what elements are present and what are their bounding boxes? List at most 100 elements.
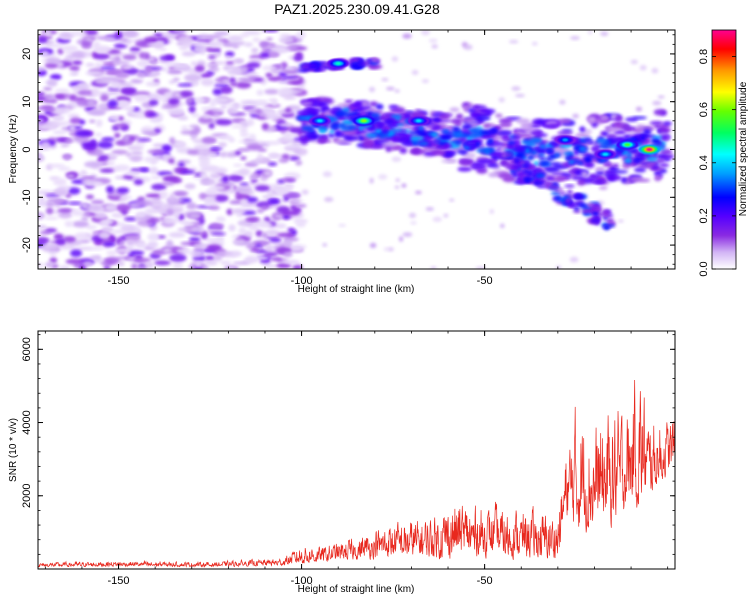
snr-y-axis: 2000 4000 6000 <box>21 334 675 570</box>
heatmap-blob <box>480 108 496 114</box>
heatmap-blob <box>261 123 269 130</box>
heatmap-blob <box>70 51 85 59</box>
heatmap-blob <box>321 134 329 141</box>
heatmap-blob <box>617 219 624 223</box>
heatmap-blob <box>88 247 104 251</box>
heatmap-blob <box>58 211 73 219</box>
heatmap-blob <box>513 157 520 163</box>
heatmap-blob <box>283 132 292 139</box>
heatmap-blob <box>624 158 632 164</box>
heatmap-blob <box>159 217 166 221</box>
heatmap-blob <box>248 133 256 140</box>
heatmap-blob <box>200 78 215 87</box>
heatmap-blob <box>423 147 436 152</box>
heatmap-blob <box>178 45 189 51</box>
heatmap-blob <box>443 213 449 218</box>
heatmap-blob <box>543 166 560 173</box>
heatmap-blob <box>168 158 175 164</box>
heatmap-blob <box>265 141 281 145</box>
heatmap-blob <box>184 73 202 82</box>
heatmap-blob <box>226 104 242 108</box>
heatmap-blob <box>468 107 476 114</box>
heatmap-blob <box>278 122 293 127</box>
heatmap-peak <box>316 119 323 123</box>
heatmap-blob <box>605 133 617 140</box>
colorbar: 0.0 0.2 0.4 0.6 0.8 Normalized spectral ampl… <box>698 29 749 277</box>
heatmap-blob <box>646 156 658 161</box>
heatmap-blob <box>177 115 189 121</box>
colorbar-ticks: 0.0 0.2 0.4 0.6 0.8 <box>698 49 736 277</box>
heatmap-blob <box>440 134 452 141</box>
y-tick-label: 10 <box>21 96 33 108</box>
heatmap-blob <box>201 136 217 144</box>
heatmap-blob <box>181 51 196 57</box>
heatmap-blob <box>571 176 586 180</box>
heatmap-blob <box>139 168 150 173</box>
heatmap-blob <box>463 152 476 160</box>
heatmap-blob <box>262 65 278 71</box>
heatmap-blob <box>82 261 93 266</box>
heatmap-blob <box>102 241 116 247</box>
heatmap-blob <box>391 56 399 62</box>
heatmap-blob <box>255 109 262 114</box>
heatmap-blob <box>190 225 205 233</box>
snr-panel: -150 -100 -50 2000 4000 6000 Height of strai… <box>8 330 676 595</box>
heatmap-blob <box>133 257 152 263</box>
heatmap-blob <box>472 105 487 110</box>
heatmap-blob <box>297 84 305 89</box>
heatmap-blob <box>595 166 605 172</box>
heatmap-blob <box>193 97 205 104</box>
heatmap-blob <box>207 55 216 60</box>
heatmap-blob <box>244 255 259 264</box>
heatmap-blob <box>559 191 566 195</box>
heatmap-blob <box>625 117 639 122</box>
heatmap-blob <box>85 204 102 212</box>
heatmap-blob <box>136 60 150 68</box>
heatmap-blob <box>166 239 174 248</box>
heatmap-blob <box>236 81 252 89</box>
heatmap-blob <box>535 168 544 174</box>
heatmap-blob <box>154 260 171 266</box>
heatmap-blob <box>256 89 264 96</box>
heatmap-blob <box>425 207 434 211</box>
heatmap-blob <box>95 119 103 128</box>
heatmap-blob <box>196 34 212 42</box>
heatmap-blob <box>43 86 53 91</box>
heatmap-blob <box>567 189 573 195</box>
snr-series-line <box>38 380 675 569</box>
heatmap-blob <box>570 36 580 40</box>
colorbar-tick-label: 0.2 <box>698 208 710 223</box>
heatmap-blob <box>281 177 296 182</box>
heatmap-blob <box>602 209 610 216</box>
heatmap-blob <box>45 193 60 198</box>
heatmap-blob <box>199 181 217 185</box>
heatmap-blob <box>250 247 259 252</box>
heatmap-blob <box>527 170 533 177</box>
heatmap-blob <box>381 77 389 82</box>
heatmap-peak <box>360 119 367 123</box>
heatmap-blob <box>44 93 55 101</box>
heatmap-blob <box>587 30 593 35</box>
heatmap-blob <box>246 62 261 69</box>
heatmap-blob <box>184 183 196 190</box>
heatmap-blob <box>515 146 526 150</box>
heatmap-blob <box>575 133 591 137</box>
heatmap-blob <box>538 156 547 161</box>
heatmap-blob <box>38 262 44 268</box>
heatmap-blob <box>266 37 273 41</box>
heatmap-blob <box>390 114 402 119</box>
heatmap-blob <box>449 107 460 113</box>
heatmap-blob <box>510 170 517 174</box>
heatmap-blob <box>231 208 246 215</box>
y-tick-label: 6000 <box>21 337 33 361</box>
heatmap-blob <box>198 218 205 225</box>
heatmap-blob <box>130 150 143 156</box>
heatmap-blob <box>225 56 232 60</box>
heatmap-blob <box>284 144 302 149</box>
spectrogram-heatmap <box>38 30 675 269</box>
heatmap-blob <box>193 45 206 54</box>
heatmap-blob <box>44 216 59 220</box>
heatmap-blob <box>261 107 273 114</box>
heatmap-blob <box>152 143 165 148</box>
colorbar-tick-label: 0.8 <box>698 49 710 64</box>
